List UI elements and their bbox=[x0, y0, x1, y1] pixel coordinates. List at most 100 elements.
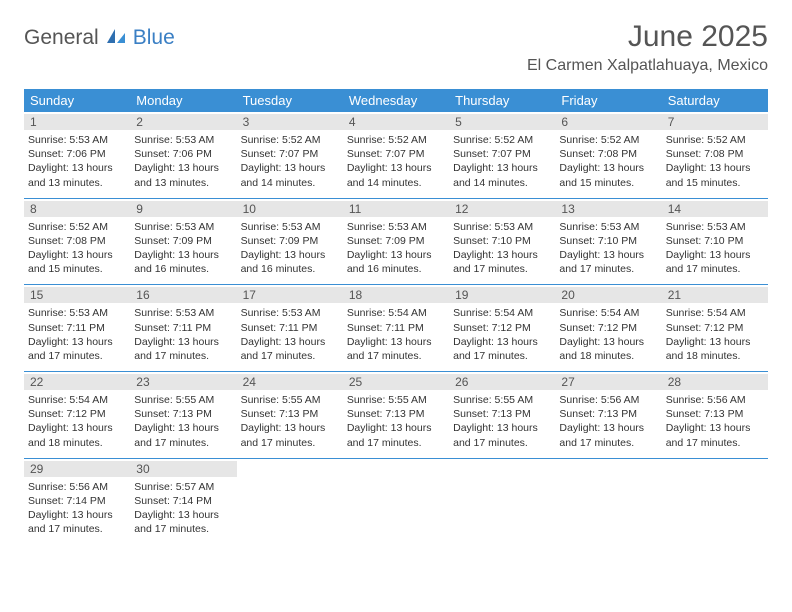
daynum-band: 23 bbox=[130, 374, 236, 390]
day-info: Sunrise: 5:53 AMSunset: 7:06 PMDaylight:… bbox=[134, 133, 232, 190]
calendar-cell: 12Sunrise: 5:53 AMSunset: 7:10 PMDayligh… bbox=[449, 199, 555, 285]
sunset-text: Sunset: 7:11 PM bbox=[347, 321, 445, 335]
sunrise-text: Sunrise: 5:52 AM bbox=[347, 133, 445, 147]
day-number: 26 bbox=[455, 375, 549, 389]
day-number: 22 bbox=[30, 375, 124, 389]
dayhead-tue: Tuesday bbox=[237, 89, 343, 112]
daylight-text: and 17 minutes. bbox=[134, 522, 232, 536]
dayhead-sun: Sunday bbox=[24, 89, 130, 112]
logo-text-general: General bbox=[24, 26, 99, 50]
sunset-text: Sunset: 7:14 PM bbox=[28, 494, 126, 508]
daynum-band: 9 bbox=[130, 201, 236, 217]
daylight-text: and 17 minutes. bbox=[559, 262, 657, 276]
header: General Blue June 2025 El Carmen Xalpatl… bbox=[24, 20, 768, 75]
sunrise-text: Sunrise: 5:53 AM bbox=[134, 306, 232, 320]
daynum-band: 14 bbox=[662, 201, 768, 217]
calendar-cell: 18Sunrise: 5:54 AMSunset: 7:11 PMDayligh… bbox=[343, 285, 449, 371]
weeks-container: 1Sunrise: 5:53 AMSunset: 7:06 PMDaylight… bbox=[24, 112, 768, 544]
day-info: Sunrise: 5:53 AMSunset: 7:11 PMDaylight:… bbox=[134, 306, 232, 363]
sunrise-text: Sunrise: 5:55 AM bbox=[453, 393, 551, 407]
sunset-text: Sunset: 7:14 PM bbox=[134, 494, 232, 508]
daylight-text: and 17 minutes. bbox=[241, 349, 339, 363]
sunrise-text: Sunrise: 5:53 AM bbox=[666, 220, 764, 234]
sunset-text: Sunset: 7:12 PM bbox=[666, 321, 764, 335]
sunset-text: Sunset: 7:10 PM bbox=[666, 234, 764, 248]
daylight-text: Daylight: 13 hours bbox=[28, 421, 126, 435]
day-number: 24 bbox=[243, 375, 337, 389]
week-row: 8Sunrise: 5:52 AMSunset: 7:08 PMDaylight… bbox=[24, 199, 768, 286]
daylight-text: and 17 minutes. bbox=[453, 262, 551, 276]
calendar-cell: 16Sunrise: 5:53 AMSunset: 7:11 PMDayligh… bbox=[130, 285, 236, 371]
daynum-band: 28 bbox=[662, 374, 768, 390]
daylight-text: and 16 minutes. bbox=[134, 262, 232, 276]
day-info: Sunrise: 5:53 AMSunset: 7:11 PMDaylight:… bbox=[241, 306, 339, 363]
sunset-text: Sunset: 7:07 PM bbox=[347, 147, 445, 161]
day-info: Sunrise: 5:53 AMSunset: 7:09 PMDaylight:… bbox=[241, 220, 339, 277]
logo-sail-icon bbox=[105, 27, 127, 50]
daynum-band: 30 bbox=[130, 461, 236, 477]
sunrise-text: Sunrise: 5:56 AM bbox=[28, 480, 126, 494]
daylight-text: and 17 minutes. bbox=[666, 262, 764, 276]
daylight-text: Daylight: 13 hours bbox=[559, 248, 657, 262]
day-info: Sunrise: 5:54 AMSunset: 7:12 PMDaylight:… bbox=[28, 393, 126, 450]
daynum-band: 27 bbox=[555, 374, 661, 390]
daylight-text: and 17 minutes. bbox=[453, 436, 551, 450]
daylight-text: Daylight: 13 hours bbox=[559, 161, 657, 175]
daylight-text: Daylight: 13 hours bbox=[666, 335, 764, 349]
dayhead-fri: Friday bbox=[555, 89, 661, 112]
daylight-text: Daylight: 13 hours bbox=[241, 421, 339, 435]
sunrise-text: Sunrise: 5:52 AM bbox=[666, 133, 764, 147]
week-row: 1Sunrise: 5:53 AMSunset: 7:06 PMDaylight… bbox=[24, 112, 768, 199]
daylight-text: Daylight: 13 hours bbox=[453, 335, 551, 349]
day-number: 15 bbox=[30, 288, 124, 302]
day-info: Sunrise: 5:57 AMSunset: 7:14 PMDaylight:… bbox=[134, 480, 232, 537]
sunrise-text: Sunrise: 5:53 AM bbox=[134, 220, 232, 234]
daylight-text: Daylight: 13 hours bbox=[134, 161, 232, 175]
daynum-band: 22 bbox=[24, 374, 130, 390]
sunset-text: Sunset: 7:10 PM bbox=[559, 234, 657, 248]
sunset-text: Sunset: 7:07 PM bbox=[453, 147, 551, 161]
sunset-text: Sunset: 7:09 PM bbox=[241, 234, 339, 248]
day-info: Sunrise: 5:54 AMSunset: 7:11 PMDaylight:… bbox=[347, 306, 445, 363]
day-info: Sunrise: 5:52 AMSunset: 7:07 PMDaylight:… bbox=[453, 133, 551, 190]
day-info: Sunrise: 5:56 AMSunset: 7:13 PMDaylight:… bbox=[666, 393, 764, 450]
daylight-text: and 17 minutes. bbox=[28, 349, 126, 363]
sunrise-text: Sunrise: 5:54 AM bbox=[28, 393, 126, 407]
daylight-text: and 14 minutes. bbox=[453, 176, 551, 190]
day-info: Sunrise: 5:53 AMSunset: 7:11 PMDaylight:… bbox=[28, 306, 126, 363]
day-info: Sunrise: 5:53 AMSunset: 7:09 PMDaylight:… bbox=[347, 220, 445, 277]
daylight-text: Daylight: 13 hours bbox=[453, 421, 551, 435]
daylight-text: and 15 minutes. bbox=[28, 262, 126, 276]
daylight-text: and 15 minutes. bbox=[666, 176, 764, 190]
daylight-text: and 17 minutes. bbox=[241, 436, 339, 450]
day-number: 10 bbox=[243, 202, 337, 216]
calendar-cell: 20Sunrise: 5:54 AMSunset: 7:12 PMDayligh… bbox=[555, 285, 661, 371]
day-number: 27 bbox=[561, 375, 655, 389]
calendar-cell: 29Sunrise: 5:56 AMSunset: 7:14 PMDayligh… bbox=[24, 459, 130, 545]
daynum-band: 29 bbox=[24, 461, 130, 477]
calendar-cell: 27Sunrise: 5:56 AMSunset: 7:13 PMDayligh… bbox=[555, 372, 661, 458]
daynum-band: 4 bbox=[343, 114, 449, 130]
daylight-text: and 14 minutes. bbox=[241, 176, 339, 190]
daynum-band: 20 bbox=[555, 287, 661, 303]
calendar-cell: 17 Sunrise: 5:53 AMSunset: 7:11 PMDayligh… bbox=[237, 285, 343, 371]
daylight-text: and 18 minutes. bbox=[28, 436, 126, 450]
day-info: Sunrise: 5:52 AMSunset: 7:07 PMDaylight:… bbox=[347, 133, 445, 190]
calendar-cell: 1Sunrise: 5:53 AMSunset: 7:06 PMDaylight… bbox=[24, 112, 130, 198]
daylight-text: Daylight: 13 hours bbox=[453, 161, 551, 175]
sunset-text: Sunset: 7:08 PM bbox=[28, 234, 126, 248]
day-number: 17 bbox=[243, 288, 337, 302]
page: General Blue June 2025 El Carmen Xalpatl… bbox=[0, 0, 792, 564]
daylight-text: and 17 minutes. bbox=[134, 436, 232, 450]
daynum-band: 17 bbox=[237, 287, 343, 303]
day-number: 28 bbox=[668, 375, 762, 389]
daylight-text: and 18 minutes. bbox=[559, 349, 657, 363]
sunrise-text: Sunrise: 5:54 AM bbox=[666, 306, 764, 320]
week-row: 15Sunrise: 5:53 AMSunset: 7:11 PMDayligh… bbox=[24, 285, 768, 372]
sunrise-text: Sunrise: 5:53 AM bbox=[28, 306, 126, 320]
daynum-band: 26 bbox=[449, 374, 555, 390]
calendar-cell: 10 Sunrise: 5:53 AMSunset: 7:09 PMDayligh… bbox=[237, 199, 343, 285]
sunrise-text: Sunrise: 5:52 AM bbox=[28, 220, 126, 234]
day-number: 5 bbox=[455, 115, 549, 129]
daynum-band: 3 bbox=[237, 114, 343, 130]
